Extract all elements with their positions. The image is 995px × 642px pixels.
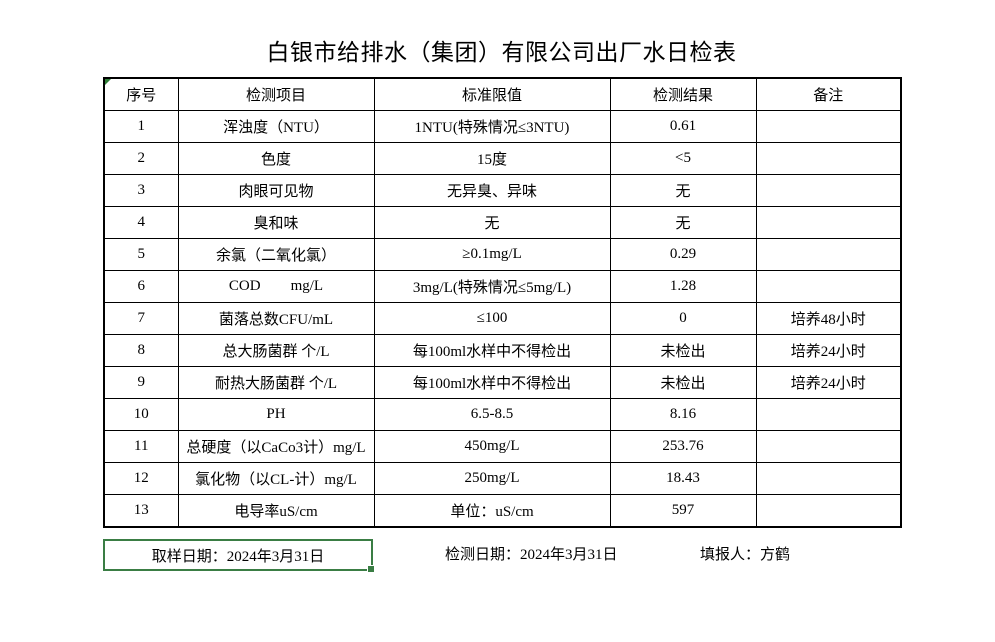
cell-item[interactable]: 耐热大肠菌群 个/L bbox=[177, 366, 375, 399]
table-row: 7 菌落总数CFU/mL ≤100 0 培养48小时 bbox=[103, 302, 902, 335]
cell-result[interactable]: 0.29 bbox=[609, 238, 757, 271]
cell-standard[interactable]: 单位：uS/cm bbox=[373, 494, 611, 528]
cell-standard[interactable]: ≥0.1mg/L bbox=[373, 238, 611, 271]
header-cell-item[interactable]: 检测项目 bbox=[177, 77, 375, 111]
cell-item[interactable]: COD mg/L bbox=[177, 270, 375, 303]
cell-note[interactable]: 培养24小时 bbox=[755, 334, 902, 367]
cell-standard[interactable]: 每100ml水样中不得检出 bbox=[373, 334, 611, 367]
water-quality-table: 序号 检测项目 标准限值 检测结果 备注 1 浑浊度（NTU） 1NTU(特殊情… bbox=[103, 77, 902, 528]
cell-standard[interactable]: 15度 bbox=[373, 142, 611, 175]
header-cell-result[interactable]: 检测结果 bbox=[609, 77, 757, 111]
cell-standard[interactable]: 无 bbox=[373, 206, 611, 239]
selected-cell-sampling-date[interactable]: 取样日期：2024年3月31日 bbox=[103, 539, 375, 573]
selection-fill-handle[interactable] bbox=[367, 565, 375, 573]
cell-result[interactable]: 无 bbox=[609, 206, 757, 239]
cell-item[interactable]: 总大肠菌群 个/L bbox=[177, 334, 375, 367]
cell-no[interactable]: 13 bbox=[103, 494, 179, 528]
cell-item[interactable]: 氯化物（以CL-计）mg/L bbox=[177, 462, 375, 495]
cell-standard[interactable]: 450mg/L bbox=[373, 430, 611, 463]
cell-no[interactable]: 9 bbox=[103, 366, 179, 399]
cell-standard[interactable]: 3mg/L(特殊情况≤5mg/L) bbox=[373, 270, 611, 303]
cell-standard[interactable]: 6.5-8.5 bbox=[373, 398, 611, 431]
cell-result[interactable]: 无 bbox=[609, 174, 757, 207]
cell-result[interactable]: 597 bbox=[609, 494, 757, 528]
cell-result[interactable]: <5 bbox=[609, 142, 757, 175]
cell-result[interactable]: 0 bbox=[609, 302, 757, 335]
cell-item[interactable]: 余氯（二氧化氯） bbox=[177, 238, 375, 271]
table-row: 3 肉眼可见物 无异臭、异味 无 bbox=[103, 174, 902, 207]
table-row: 11 总硬度（以CaCo3计）mg/L 450mg/L 253.76 bbox=[103, 430, 902, 463]
table-row: 13 电导率uS/cm 单位：uS/cm 597 bbox=[103, 494, 902, 528]
cell-result[interactable]: 0.61 bbox=[609, 110, 757, 143]
cell-item[interactable]: 肉眼可见物 bbox=[177, 174, 375, 207]
cell-no[interactable]: 6 bbox=[103, 270, 179, 303]
reporter-label[interactable]: 填报人：方鹤 bbox=[700, 547, 791, 563]
cell-note[interactable] bbox=[755, 398, 902, 431]
cell-result[interactable]: 18.43 bbox=[609, 462, 757, 495]
cell-no[interactable]: 2 bbox=[103, 142, 179, 175]
table-row: 1 浑浊度（NTU） 1NTU(特殊情况≤3NTU) 0.61 bbox=[103, 110, 902, 143]
cell-result[interactable]: 未检出 bbox=[609, 334, 757, 367]
cell-no[interactable]: 4 bbox=[103, 206, 179, 239]
cell-note[interactable] bbox=[755, 238, 902, 271]
test-date-label[interactable]: 检测日期：2024年3月31日 bbox=[445, 547, 618, 563]
cell-note[interactable] bbox=[755, 462, 902, 495]
cell-no[interactable]: 3 bbox=[103, 174, 179, 207]
table-header-row: 序号 检测项目 标准限值 检测结果 备注 bbox=[103, 77, 902, 111]
cell-standard[interactable]: 无异臭、异味 bbox=[373, 174, 611, 207]
cell-item[interactable]: 臭和味 bbox=[177, 206, 375, 239]
cell-note[interactable] bbox=[755, 110, 902, 143]
cell-no[interactable]: 1 bbox=[103, 110, 179, 143]
cell-note[interactable] bbox=[755, 174, 902, 207]
cell-standard[interactable]: 每100ml水样中不得检出 bbox=[373, 366, 611, 399]
cell-result[interactable]: 253.76 bbox=[609, 430, 757, 463]
cell-standard[interactable]: 250mg/L bbox=[373, 462, 611, 495]
cell-no[interactable]: 12 bbox=[103, 462, 179, 495]
table-row: 9 耐热大肠菌群 个/L 每100ml水样中不得检出 未检出 培养24小时 bbox=[103, 366, 902, 399]
cell-standard[interactable]: ≤100 bbox=[373, 302, 611, 335]
cell-result[interactable]: 1.28 bbox=[609, 270, 757, 303]
cell-item[interactable]: 电导率uS/cm bbox=[177, 494, 375, 528]
cell-result[interactable]: 未检出 bbox=[609, 366, 757, 399]
cell-note[interactable]: 培养24小时 bbox=[755, 366, 902, 399]
cell-note[interactable] bbox=[755, 142, 902, 175]
cell-no[interactable]: 8 bbox=[103, 334, 179, 367]
cell-item[interactable]: 菌落总数CFU/mL bbox=[177, 302, 375, 335]
cell-no[interactable]: 5 bbox=[103, 238, 179, 271]
sampling-date-label: 取样日期：2024年3月31日 bbox=[151, 548, 325, 565]
table-row: 2 色度 15度 <5 bbox=[103, 142, 902, 175]
cell-note[interactable] bbox=[755, 270, 902, 303]
cell-note[interactable] bbox=[755, 430, 902, 463]
cell-item[interactable]: PH bbox=[177, 398, 375, 431]
header-cell-note[interactable]: 备注 bbox=[755, 77, 902, 111]
table-row: 4 臭和味 无 无 bbox=[103, 206, 902, 239]
header-cell-standard[interactable]: 标准限值 bbox=[373, 77, 611, 111]
cell-item[interactable]: 色度 bbox=[177, 142, 375, 175]
cell-note[interactable] bbox=[755, 206, 902, 239]
header-cell-no[interactable]: 序号 bbox=[103, 77, 179, 111]
table-row: 8 总大肠菌群 个/L 每100ml水样中不得检出 未检出 培养24小时 bbox=[103, 334, 902, 367]
cell-no[interactable]: 10 bbox=[103, 398, 179, 431]
table-row: 12 氯化物（以CL-计）mg/L 250mg/L 18.43 bbox=[103, 462, 902, 495]
cell-note[interactable]: 培养48小时 bbox=[755, 302, 902, 335]
table-row: 10 PH 6.5-8.5 8.16 bbox=[103, 398, 902, 431]
page-title: 白银市给排水（集团）有限公司出厂水日检表 bbox=[266, 40, 737, 65]
cell-no[interactable]: 7 bbox=[103, 302, 179, 335]
cell-note[interactable] bbox=[755, 494, 902, 528]
table-row: 6 COD mg/L 3mg/L(特殊情况≤5mg/L) 1.28 bbox=[103, 270, 902, 303]
cell-standard[interactable]: 1NTU(特殊情况≤3NTU) bbox=[373, 110, 611, 143]
cell-item[interactable]: 总硬度（以CaCo3计）mg/L bbox=[177, 430, 375, 463]
footer-row: 取样日期：2024年3月31日 检测日期：2024年3月31日 填报人：方鹤 bbox=[103, 539, 900, 573]
cell-result[interactable]: 8.16 bbox=[609, 398, 757, 431]
cell-no[interactable]: 11 bbox=[103, 430, 179, 463]
table-row: 5 余氯（二氧化氯） ≥0.1mg/L 0.29 bbox=[103, 238, 902, 271]
cell-item[interactable]: 浑浊度（NTU） bbox=[177, 110, 375, 143]
